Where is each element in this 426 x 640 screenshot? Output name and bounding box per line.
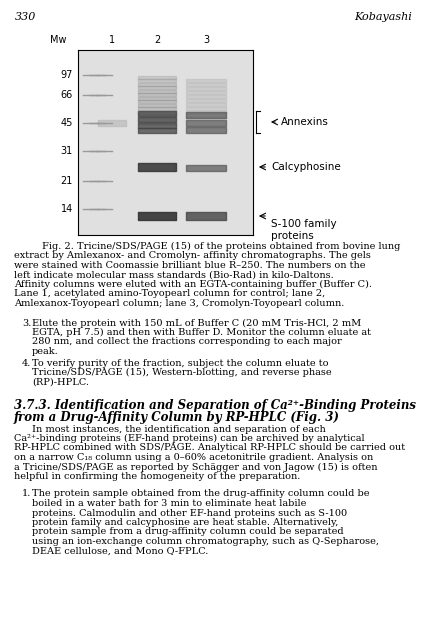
Text: Ca²⁺-binding proteins (EF-hand proteins) can be archived by analytical: Ca²⁺-binding proteins (EF-hand proteins)…	[14, 434, 364, 443]
Text: proteins. Calmodulin and other EF-hand proteins such as S-100: proteins. Calmodulin and other EF-hand p…	[32, 509, 346, 518]
Text: left indicate molecular mass standards (Bio-Rad) in kilo-Daltons.: left indicate molecular mass standards (…	[14, 271, 333, 280]
Text: To verify purity of the fraction, subject the column eluate to: To verify purity of the fraction, subjec…	[32, 358, 328, 367]
Text: 280 nm, and collect the fractions corresponding to each major: 280 nm, and collect the fractions corres…	[32, 337, 341, 346]
Text: Affinity columns were eluted with an EGTA-containing buffer (Buffer C).: Affinity columns were eluted with an EGT…	[14, 280, 371, 289]
Text: Fig. 2. Tricine/SDS/PAGE (15) of the proteins obtained from bovine lung: Fig. 2. Tricine/SDS/PAGE (15) of the pro…	[42, 242, 400, 251]
Text: protein family and calcyphosine are heat stable. Alternatively,: protein family and calcyphosine are heat…	[32, 518, 337, 527]
Text: S-100 family
proteins: S-100 family proteins	[271, 219, 336, 241]
Text: 1: 1	[109, 35, 115, 45]
Text: 31: 31	[60, 146, 73, 156]
Text: were stained with Coomassie brilliant blue R–250. The numbers on the: were stained with Coomassie brilliant bl…	[14, 261, 365, 270]
Text: 21: 21	[60, 176, 73, 186]
Text: 330: 330	[15, 12, 36, 22]
Text: Amlexanox-Toyopearl column; lane 3, Cromolyn-Toyopearl column.: Amlexanox-Toyopearl column; lane 3, Crom…	[14, 299, 343, 308]
Text: extract by Amlexanox- and Cromolyn- affinity chromatographs. The gels: extract by Amlexanox- and Cromolyn- affi…	[14, 252, 370, 260]
Text: 3.: 3.	[22, 319, 31, 328]
Text: Tricine/SDS/PAGE (15), Western-blotting, and reverse phase: Tricine/SDS/PAGE (15), Western-blotting,…	[32, 368, 331, 377]
Text: 14: 14	[60, 204, 73, 214]
Text: Annexins: Annexins	[280, 117, 328, 127]
Text: The protein sample obtained from the drug-affinity column could be: The protein sample obtained from the dru…	[32, 490, 368, 499]
Text: 45: 45	[60, 118, 73, 128]
Text: Kobayashi: Kobayashi	[354, 12, 411, 22]
Text: protein sample from a drug-affinity column could be separated: protein sample from a drug-affinity colu…	[32, 527, 343, 536]
Text: 4.: 4.	[22, 358, 31, 367]
Text: a Tricine/SDS/PAGE as reported by Schägger and von Jagow (15) is often: a Tricine/SDS/PAGE as reported by Schägg…	[14, 463, 377, 472]
Text: peak.: peak.	[32, 347, 59, 356]
Text: 3.7.3. Identification and Separation of Ca²⁺-Binding Proteins: 3.7.3. Identification and Separation of …	[14, 399, 415, 412]
Text: (RP)-HPLC.: (RP)-HPLC.	[32, 378, 89, 387]
Text: 2: 2	[153, 35, 160, 45]
Text: 97: 97	[60, 70, 73, 80]
Text: Mw: Mw	[50, 35, 66, 45]
Text: helpful in confirming the homogeneity of the preparation.: helpful in confirming the homogeneity of…	[14, 472, 299, 481]
Text: boiled in a water bath for 3 min to eliminate heat labile: boiled in a water bath for 3 min to elim…	[32, 499, 306, 508]
Text: 3: 3	[202, 35, 209, 45]
Text: on a narrow C₁₈ column using a 0–60% acetonitrile gradient. Analysis on: on a narrow C₁₈ column using a 0–60% ace…	[14, 453, 372, 462]
Text: from a Drug-Affinity Column by RP-HPLC (Fig. 3): from a Drug-Affinity Column by RP-HPLC (…	[14, 410, 339, 424]
Text: EGTA, pH 7.5) and then with Buffer D. Monitor the column eluate at: EGTA, pH 7.5) and then with Buffer D. Mo…	[32, 328, 370, 337]
Text: In most instances, the identification and separation of each: In most instances, the identification an…	[32, 424, 325, 433]
Text: DEAE cellulose, and Mono Q-FPLC.: DEAE cellulose, and Mono Q-FPLC.	[32, 547, 208, 556]
Text: using an ion-exchange column chromatography, such as Q-Sepharose,: using an ion-exchange column chromatogra…	[32, 537, 378, 546]
Text: RP-HPLC combined with SDS/PAGE. Analytical RP-HPLC should be carried out: RP-HPLC combined with SDS/PAGE. Analytic…	[14, 444, 404, 452]
Text: Lane 1, acetylated amino-Toyopearl column for control; lane 2,: Lane 1, acetylated amino-Toyopearl colum…	[14, 289, 325, 298]
Text: Elute the protein with 150 mL of Buffer C (20 mM Tris-HCl, 2 mM: Elute the protein with 150 mL of Buffer …	[32, 319, 360, 328]
Text: 1.: 1.	[22, 490, 31, 499]
Text: 66: 66	[60, 90, 73, 100]
Text: Calcyphosine: Calcyphosine	[271, 162, 340, 172]
